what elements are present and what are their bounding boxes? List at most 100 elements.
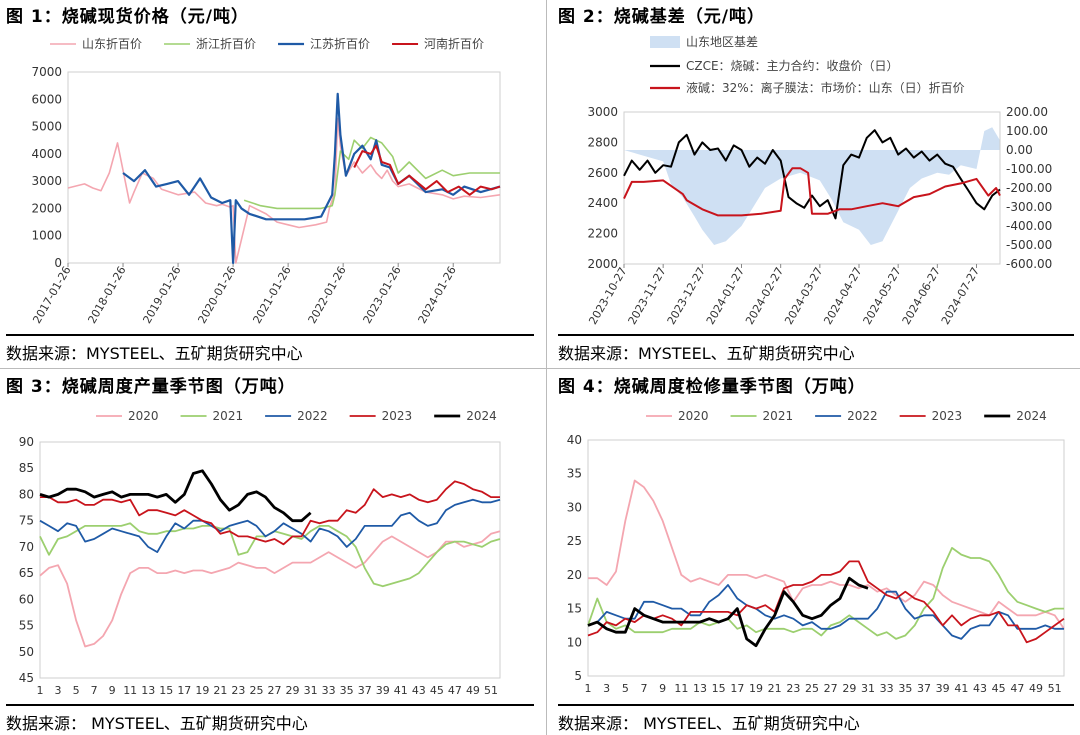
x-tick-label: 39 bbox=[376, 684, 390, 697]
panel-title: 图 4：烧碱周度检修量季节图（万吨） bbox=[558, 377, 866, 397]
source-rule bbox=[6, 334, 534, 336]
x-tick-label: 37 bbox=[917, 682, 931, 695]
source-rule bbox=[6, 704, 534, 706]
y-tick-label: 3000 bbox=[31, 174, 62, 188]
x-tick-label: 17 bbox=[177, 684, 191, 697]
x-tick-label: 49 bbox=[1029, 682, 1043, 695]
source-rule bbox=[558, 334, 1074, 336]
y-tick-label: 75 bbox=[19, 514, 34, 528]
legend-swatch bbox=[650, 36, 680, 48]
y-right-tick-label: 100.00 bbox=[1006, 124, 1048, 138]
y-right-tick-label: -500.00 bbox=[1006, 238, 1052, 252]
y-tick-label: 5 bbox=[574, 669, 582, 683]
legend-label: 浙江折百价 bbox=[196, 36, 256, 51]
x-tick-label: 2023-01-26 bbox=[361, 264, 404, 326]
x-tick-label: 2024-02-27 bbox=[743, 265, 786, 327]
x-tick-label: 33 bbox=[322, 684, 336, 697]
y-left-tick-label: 2200 bbox=[587, 227, 618, 241]
x-tick-label: 41 bbox=[394, 684, 408, 697]
x-tick-label: 3 bbox=[603, 682, 610, 695]
y-right-tick-label: -600.00 bbox=[1006, 257, 1052, 271]
y-tick-label: 90 bbox=[19, 435, 34, 449]
x-tick-label: 3 bbox=[55, 684, 62, 697]
y-tick-label: 70 bbox=[19, 540, 34, 554]
series-line bbox=[39, 469, 312, 523]
x-tick-label: 2023-12-27 bbox=[665, 265, 708, 327]
legend-label: 2021 bbox=[213, 409, 244, 423]
legend-label: CZCE：烧碱：主力合约：收盘价（日） bbox=[686, 58, 899, 73]
legend-label: 2024 bbox=[466, 409, 497, 423]
x-tick-label: 19 bbox=[195, 684, 209, 697]
series-line bbox=[67, 117, 501, 264]
x-tick-label: 31 bbox=[304, 684, 318, 697]
plot-frame bbox=[623, 111, 1001, 265]
x-tick-label: 2023-11-27 bbox=[626, 265, 669, 327]
y-tick-label: 7000 bbox=[31, 65, 62, 79]
x-tick-label: 7 bbox=[641, 682, 648, 695]
x-tick-label: 25 bbox=[805, 682, 819, 695]
source-rule bbox=[558, 704, 1074, 706]
panel-weekly-output: 图 3：烧碱周度产量季节图（万吨） 45 50 55 60 65 70 75 80 85 90 1 3… bbox=[0, 370, 540, 735]
y-tick-label: 60 bbox=[19, 592, 34, 606]
x-tick-label: 15 bbox=[712, 682, 726, 695]
legend-label: 山东折百价 bbox=[82, 36, 142, 51]
y-tick-label: 5000 bbox=[31, 120, 62, 134]
y-tick-label: 4000 bbox=[31, 147, 62, 161]
y-tick-label: 15 bbox=[567, 602, 582, 616]
x-tick-label: 29 bbox=[286, 684, 300, 697]
x-tick-label: 25 bbox=[249, 684, 263, 697]
series-line bbox=[39, 498, 501, 553]
plot-frame bbox=[67, 71, 501, 264]
y-right-tick-label: 200.00 bbox=[1006, 105, 1048, 119]
x-tick-label: 2020-01-26 bbox=[195, 264, 238, 326]
x-tick-label: 39 bbox=[936, 682, 950, 695]
x-tick-label: 43 bbox=[412, 684, 426, 697]
series-line bbox=[587, 576, 869, 648]
x-tick-label: 23 bbox=[231, 684, 245, 697]
x-tick-label: 19 bbox=[749, 682, 763, 695]
x-tick-label: 49 bbox=[466, 684, 480, 697]
x-tick-label: 5 bbox=[622, 682, 629, 695]
panel-source: 数据来源：MYSTEEL、五矿期货研究中心 bbox=[6, 344, 303, 363]
y-tick-label: 0 bbox=[54, 256, 62, 270]
legend-label: 2021 bbox=[763, 409, 794, 423]
legend-label: 山东地区基差 bbox=[686, 35, 758, 49]
x-tick-label: 1 bbox=[37, 684, 44, 697]
panel-divider bbox=[546, 0, 547, 735]
spot-price-chart: 0 1000 2000 3000 4000 5000 6000 7000 2017-01-26 2… bbox=[30, 36, 501, 326]
y-right-tick-label: 0.00 bbox=[1006, 143, 1033, 157]
x-tick-label: 17 bbox=[730, 682, 744, 695]
x-tick-label: 2024-03-27 bbox=[782, 265, 825, 327]
legend-label: 2022 bbox=[297, 409, 328, 423]
legend-label: 2020 bbox=[128, 409, 159, 423]
x-tick-label: 35 bbox=[898, 682, 912, 695]
legend-label: 江苏折百价 bbox=[310, 36, 370, 51]
x-tick-label: 2022-01-26 bbox=[306, 264, 349, 326]
x-tick-label: 11 bbox=[674, 682, 688, 695]
x-tick-label: 11 bbox=[123, 684, 137, 697]
x-tick-label: 2024-04-27 bbox=[821, 265, 864, 327]
row-divider bbox=[0, 368, 1080, 369]
panel-title: 图 3：烧碱周度产量季节图（万吨） bbox=[6, 377, 296, 397]
y-left-tick-label: 2400 bbox=[587, 196, 618, 210]
x-tick-label: 2023-10-27 bbox=[586, 265, 629, 327]
y-left-tick-label: 2600 bbox=[587, 166, 618, 180]
y-right-tick-label: -200.00 bbox=[1006, 181, 1052, 195]
y-tick-label: 20 bbox=[567, 568, 582, 582]
x-tick-label: 2024-01-26 bbox=[416, 264, 459, 326]
x-tick-label: 5 bbox=[73, 684, 80, 697]
basis-chart: 2000 2200 2400 2600 2800 3000 200.00 100.00 0.00… bbox=[586, 35, 1052, 327]
y-tick-label: 65 bbox=[19, 566, 34, 580]
x-tick-label: 27 bbox=[268, 684, 282, 697]
panel-basis: 图 2：烧碱基差（元/吨） 2000 2200 2400 2600 2800 3000 20… bbox=[552, 0, 1080, 370]
panel-source: 数据来源： MYSTEEL、五矿期货研究中心 bbox=[6, 714, 308, 733]
x-tick-label: 13 bbox=[693, 682, 707, 695]
x-tick-label: 2024-01-27 bbox=[704, 265, 747, 327]
x-tick-label: 2018-01-26 bbox=[85, 264, 128, 326]
series-line bbox=[587, 560, 1065, 644]
y-right-tick-label: -400.00 bbox=[1006, 219, 1052, 233]
legend-label: 2023 bbox=[382, 409, 413, 423]
x-tick-label: 33 bbox=[880, 682, 894, 695]
